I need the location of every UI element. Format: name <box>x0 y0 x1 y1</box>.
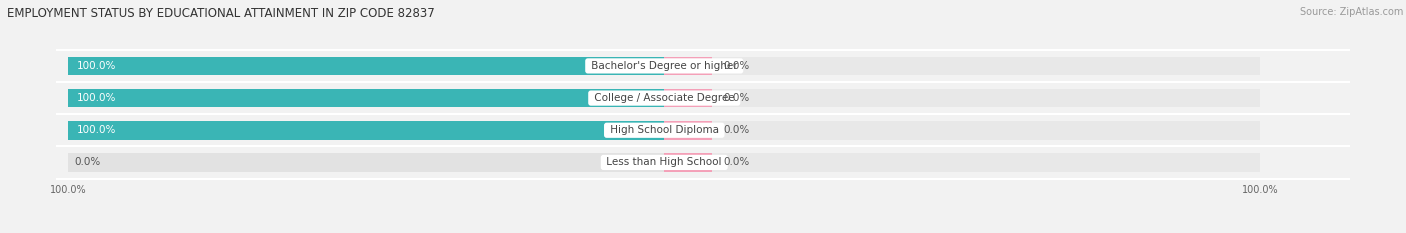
Bar <box>664 57 711 75</box>
Bar <box>67 153 664 172</box>
Bar <box>67 57 664 75</box>
Bar <box>67 121 664 140</box>
Bar <box>664 153 711 172</box>
Text: EMPLOYMENT STATUS BY EDUCATIONAL ATTAINMENT IN ZIP CODE 82837: EMPLOYMENT STATUS BY EDUCATIONAL ATTAINM… <box>7 7 434 20</box>
Text: 0.0%: 0.0% <box>724 158 751 168</box>
Text: High School Diploma: High School Diploma <box>606 125 721 135</box>
Text: 0.0%: 0.0% <box>724 125 751 135</box>
Text: 100.0%: 100.0% <box>77 93 117 103</box>
Text: College / Associate Degree: College / Associate Degree <box>591 93 738 103</box>
Text: 100.0%: 100.0% <box>77 125 117 135</box>
Bar <box>664 89 711 107</box>
Bar <box>67 121 664 140</box>
Bar <box>664 89 1260 107</box>
Text: Bachelor's Degree or higher: Bachelor's Degree or higher <box>588 61 741 71</box>
Text: Less than High School: Less than High School <box>603 158 725 168</box>
Bar <box>67 57 664 75</box>
Bar <box>664 57 1260 75</box>
Text: 0.0%: 0.0% <box>724 93 751 103</box>
Bar <box>67 89 664 107</box>
Bar <box>664 121 711 140</box>
Bar <box>664 153 1260 172</box>
Bar <box>664 121 1260 140</box>
Text: Source: ZipAtlas.com: Source: ZipAtlas.com <box>1299 7 1403 17</box>
Text: 0.0%: 0.0% <box>75 158 100 168</box>
Text: 100.0%: 100.0% <box>77 61 117 71</box>
Bar <box>67 89 664 107</box>
Text: 0.0%: 0.0% <box>724 61 751 71</box>
